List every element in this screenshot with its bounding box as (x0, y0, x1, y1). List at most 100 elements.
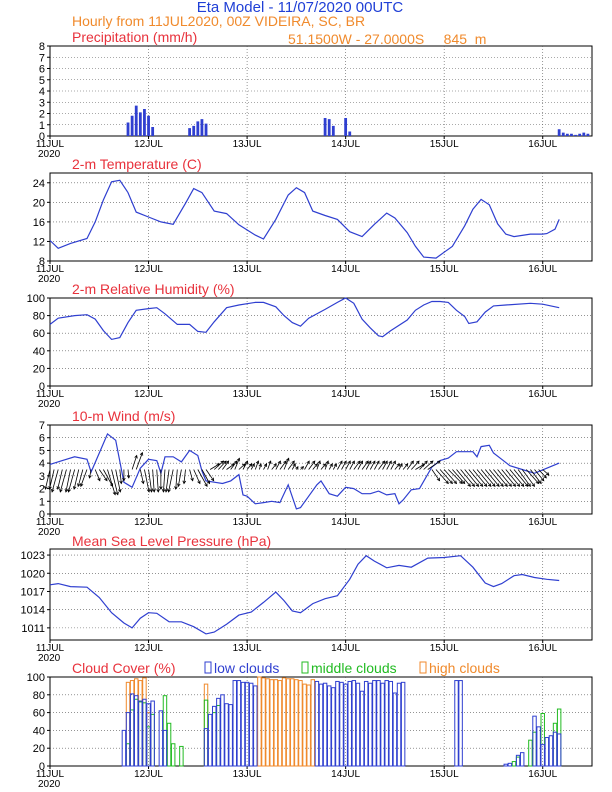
low-clouds-bar (544, 737, 550, 767)
wind-vector (77, 469, 84, 487)
y-tick-label: 3 (39, 471, 45, 483)
low-clouds-bar (536, 726, 541, 767)
wind-vector (312, 463, 318, 470)
wind-vector (250, 463, 255, 470)
high-clouds-bar (281, 677, 287, 767)
wind-vector (111, 469, 119, 495)
middle-clouds-bar (511, 761, 517, 767)
wind-vector (148, 469, 153, 492)
wind-vector (509, 469, 525, 487)
year-label: 2020 (38, 274, 61, 285)
wind-vector-head (424, 460, 428, 465)
wind-speed-line (49, 432, 560, 510)
y-tick-label: 20 (33, 197, 45, 209)
wind-vector (402, 463, 409, 470)
low-clouds-bar (216, 697, 221, 767)
wind-vector (259, 463, 262, 470)
legend-label: low clouds (214, 660, 279, 676)
low-clouds-bar (228, 704, 233, 767)
wind-vector (530, 469, 542, 484)
wind-vector (242, 460, 248, 470)
wind-vector (152, 469, 155, 492)
x-tick-label: 12JUL (134, 389, 163, 400)
run-info: Hourly from 11JUL2020, 00Z VIDEIRA, SC, … (72, 13, 365, 29)
low-clouds-bar (339, 681, 344, 767)
low-clouds-bar (146, 703, 151, 767)
precip-bar (134, 105, 138, 136)
wind-vector (226, 463, 235, 470)
wind-vector-head (149, 488, 154, 493)
y-tick-label: 8 (39, 41, 45, 53)
y-tick-label: 100 (27, 293, 45, 305)
high-clouds-bar (269, 679, 274, 767)
middle-clouds-bar (170, 743, 176, 767)
wind-vector-head (524, 483, 529, 487)
x-tick-label: 11JUL (36, 769, 65, 780)
y-tick-label: 1017 (21, 586, 45, 598)
precip-bar (348, 131, 352, 136)
wind-vector (357, 460, 363, 470)
precip-bar (143, 109, 146, 136)
wind-vector (505, 469, 520, 487)
wind-vector (156, 469, 159, 492)
wind-vector (394, 463, 400, 470)
wind-vector-head (404, 463, 409, 467)
y-tick-label: 7 (39, 52, 45, 64)
wind-vector (390, 460, 396, 470)
wind-vector-head (311, 460, 316, 465)
x-tick-label: 12JUL (134, 643, 163, 654)
precip-bar (188, 128, 192, 136)
wind-vector (197, 469, 208, 487)
wind-vector-head (496, 483, 500, 487)
wind-vector-head (134, 454, 138, 459)
humidity-panel: 0 20 40 60 80 100 11JUL 12JUL 13JUL 14JUL 15JUL 16J… (27, 281, 593, 410)
wind-vector (175, 469, 178, 490)
wind-vector (213, 460, 224, 470)
x-tick-label: 11JUL (36, 264, 65, 275)
wind-vector (94, 469, 101, 481)
wind-vector (526, 469, 539, 484)
low-clouds-bar (359, 690, 365, 767)
wind-vector-head (139, 451, 144, 456)
wind-vector-head (48, 486, 52, 490)
wind-vector-head (141, 480, 145, 485)
middle-clouds-bar (138, 701, 143, 767)
wind-vector-head (300, 466, 305, 470)
wind-vector-head (182, 480, 187, 485)
x-tick-label: 11JUL (36, 517, 65, 528)
x-tick-label: 16JUL (528, 517, 557, 528)
x-tick-label: 14JUL (331, 389, 360, 400)
high-clouds-bar (273, 679, 279, 767)
legend-swatch (204, 661, 212, 674)
x-tick-label: 16JUL (528, 769, 557, 780)
low-clouds-bar (207, 713, 213, 767)
precip-bar (151, 127, 155, 136)
x-tick-label: 15JUL (430, 517, 459, 528)
wind-vector (542, 469, 550, 476)
x-tick-label: 13JUL (233, 643, 262, 654)
y-tick-label: 60 (33, 328, 45, 340)
low-clouds-bar (355, 682, 361, 767)
x-tick-label: 15JUL (430, 769, 459, 780)
low-clouds-bar (232, 680, 237, 767)
wind-vector-head (64, 488, 69, 493)
precip-bar (323, 118, 327, 136)
wind-vector (287, 460, 295, 470)
y-tick-label: 1 (39, 120, 45, 132)
x-tick-label: 13JUL (233, 389, 262, 400)
x-tick-label: 11JUL (36, 643, 65, 654)
panel-title: Mean Sea Level Pressure (hPa) (72, 533, 271, 549)
wind-vector-head (500, 483, 504, 487)
y-tick-label: 4 (39, 458, 45, 470)
low-clouds-bar (458, 680, 463, 767)
precip-bar (586, 133, 590, 136)
wind-vector-head (329, 463, 333, 467)
wind-vector-head (512, 483, 517, 487)
wind-vector-head (459, 480, 463, 485)
low-clouds-bar (384, 680, 389, 767)
middle-clouds-bar (556, 708, 562, 767)
y-tick-label: 6 (39, 64, 45, 76)
x-tick-label: 12JUL (134, 139, 163, 150)
wind-vector-head (339, 460, 343, 465)
mslp-line (49, 554, 560, 635)
